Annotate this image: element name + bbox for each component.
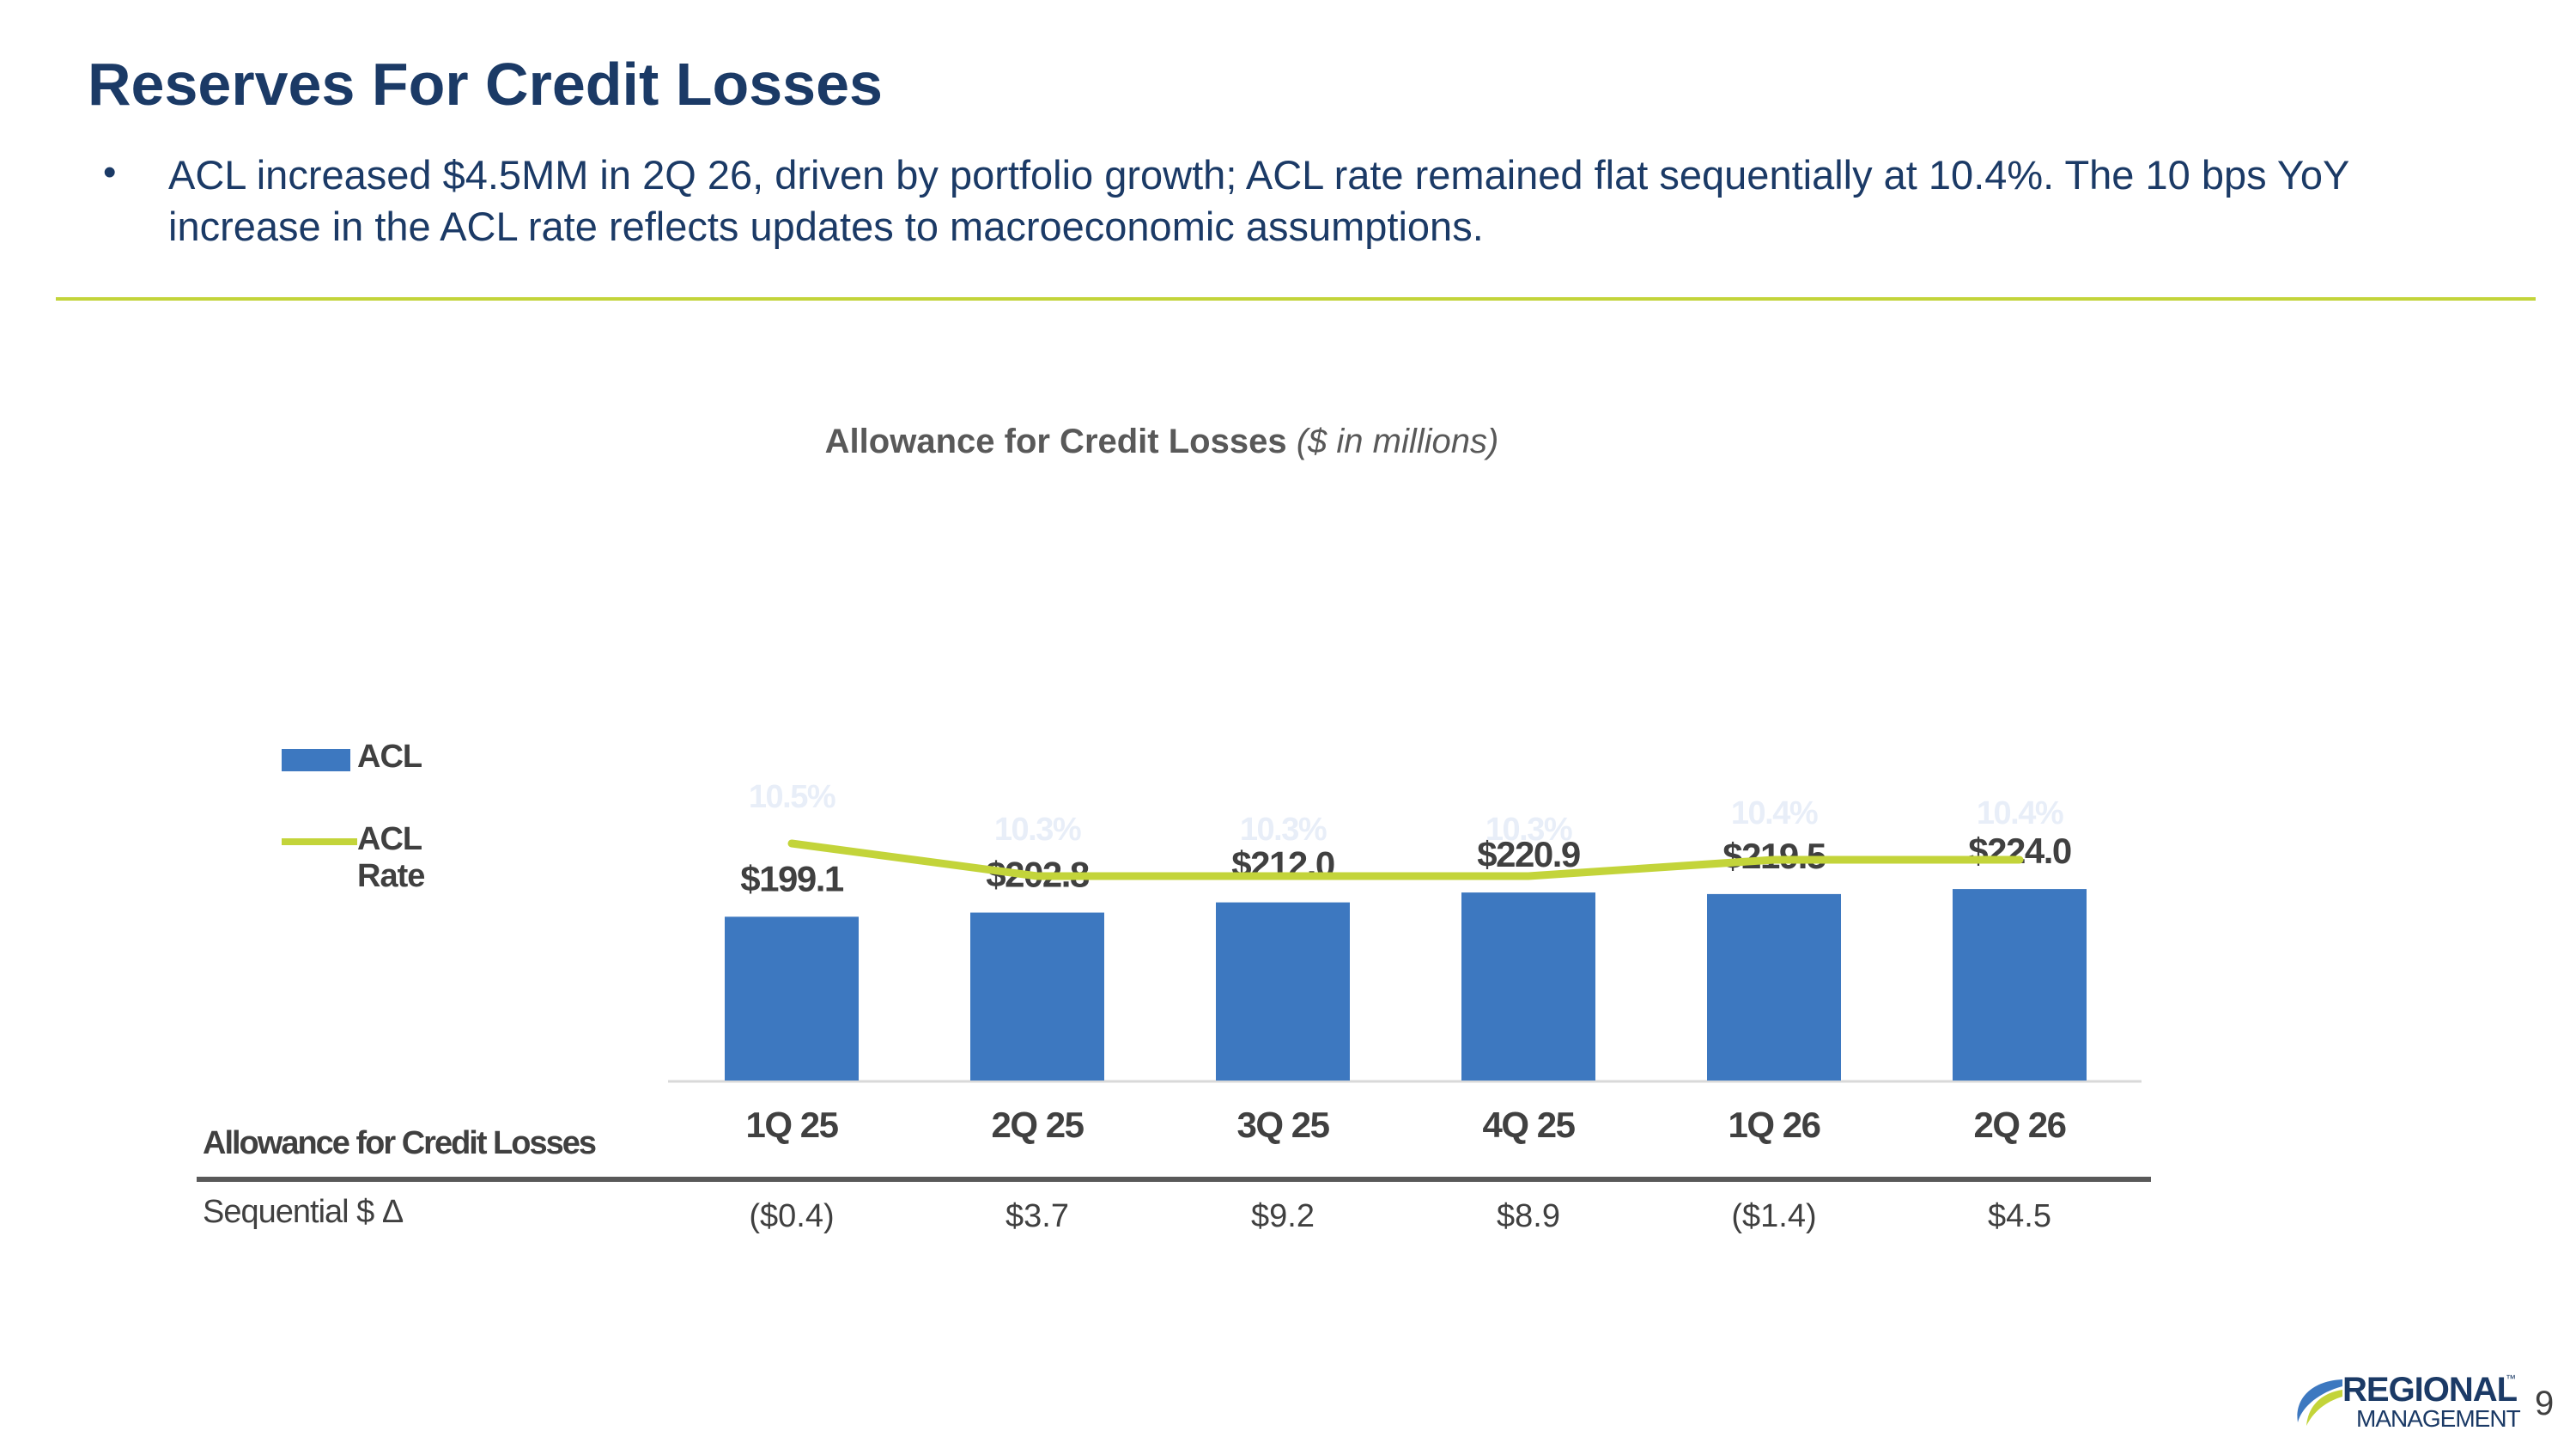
category-label: 1Q 26 — [1728, 1105, 1820, 1145]
bar-1q25 — [725, 916, 859, 1081]
bar-3q25 — [1216, 902, 1350, 1081]
logo-trademark: ™ — [2506, 1373, 2516, 1385]
bullet-text: ACL increased $4.5MM in 2Q 26, driven by… — [168, 152, 2349, 249]
slide-title: Reserves For Credit Losses — [88, 51, 883, 118]
chart-title-subtitle: ($ in millions) — [1296, 423, 1499, 460]
rate-value-label: 10.3% — [1240, 812, 1327, 848]
category-label: 1Q 25 — [746, 1105, 839, 1145]
sequential-value: $4.5 — [1988, 1198, 2051, 1234]
legend-swatch-acl — [282, 749, 350, 771]
sequential-value: ($1.4) — [1731, 1198, 1816, 1234]
acl-rate-line — [787, 839, 2024, 880]
table-rule — [197, 1177, 2151, 1182]
bar-value-label: $219.5 — [1722, 836, 1826, 876]
rate-value-label: 10.4% — [1731, 795, 1818, 831]
bar-2q26 — [1953, 889, 2087, 1081]
legend-label-acl: ACL — [357, 739, 422, 775]
logo-text-top: REGIONAL — [2342, 1371, 2518, 1409]
chart-title: Allowance for Credit Losses ($ in millio… — [0, 423, 2324, 461]
legend-swatch-acl-rate — [282, 838, 357, 845]
category-label: 2Q 25 — [992, 1105, 1084, 1145]
sequential-value: $9.2 — [1251, 1198, 1315, 1234]
category-label: 3Q 25 — [1237, 1105, 1330, 1145]
sequential-value: $3.7 — [1005, 1198, 1069, 1234]
table-header: Allowance for Credit Losses — [203, 1125, 597, 1161]
page-number: 9 — [2535, 1385, 2555, 1422]
sequential-value: ($0.4) — [749, 1198, 834, 1234]
logo-swoosh-icon — [2297, 1379, 2342, 1426]
rate-value-label: 10.4% — [1977, 795, 2063, 831]
category-label: 4Q 25 — [1483, 1105, 1576, 1145]
bar-value-label: $220.9 — [1477, 834, 1580, 874]
chart-title-main: Allowance for Credit Losses — [824, 423, 1287, 460]
bar-4q25 — [1461, 892, 1595, 1081]
bar-2q25 — [970, 912, 1104, 1081]
bar-value-label: $224.0 — [1968, 831, 2071, 871]
sequential-value: $8.9 — [1497, 1198, 1560, 1234]
bar-1q26 — [1707, 893, 1841, 1081]
rate-value-label: 10.3% — [1485, 812, 1572, 848]
bullet-dot: • — [103, 151, 117, 193]
rate-value-label: 10.3% — [994, 812, 1081, 848]
category-label: 2Q 26 — [1974, 1105, 2066, 1145]
legend-label-acl-rate: ACL Rate — [357, 821, 425, 894]
rate-value-label: 10.5% — [749, 779, 835, 815]
company-logo: REGIONAL ™ MANAGEMENT — [2293, 1371, 2521, 1434]
logo-text-bottom: MANAGEMENT — [2356, 1405, 2521, 1432]
sequential-row-label: Sequential $ Δ — [203, 1194, 404, 1230]
bar-value-label: $199.1 — [740, 858, 844, 898]
title-divider — [56, 297, 2536, 301]
